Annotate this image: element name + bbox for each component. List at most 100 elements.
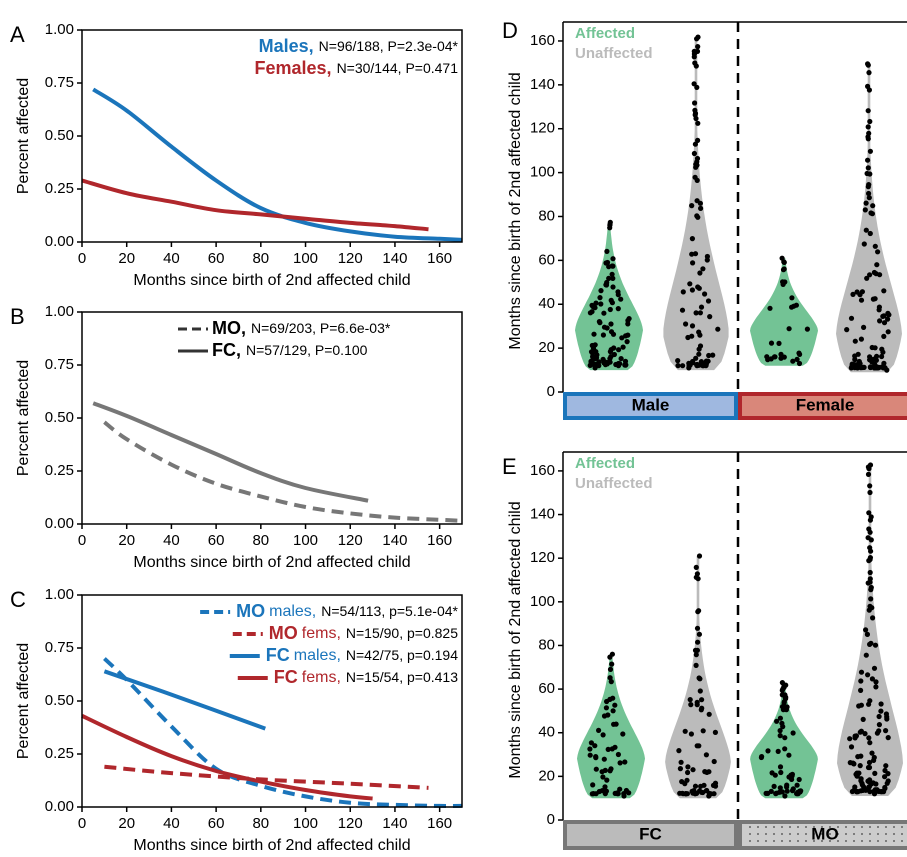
- data-point: [609, 271, 615, 277]
- data-point: [865, 471, 872, 477]
- y-tick-label: 0.75: [45, 74, 74, 91]
- data-point: [692, 174, 698, 180]
- data-point: [777, 764, 784, 770]
- data-point: [866, 759, 873, 766]
- data-point: [867, 148, 874, 154]
- data-point: [794, 782, 800, 788]
- data-point: [608, 329, 615, 335]
- data-point: [852, 365, 858, 371]
- data-point: [862, 787, 869, 793]
- data-point: [871, 269, 878, 276]
- data-point: [866, 526, 872, 532]
- data-point: [779, 720, 785, 726]
- data-point: [869, 676, 876, 682]
- data-point: [607, 768, 613, 774]
- category-box-fc: FC: [563, 820, 738, 850]
- data-point: [875, 249, 881, 255]
- data-point: [698, 783, 704, 789]
- data-point: [855, 789, 861, 795]
- data-point: [587, 752, 593, 758]
- data-point: [867, 272, 873, 278]
- data-point: [874, 262, 880, 268]
- stipple-dot: [813, 833, 815, 835]
- data-point: [593, 766, 599, 772]
- y-tick-label: 0.25: [45, 462, 74, 479]
- data-point: [620, 731, 626, 737]
- y-tick-label: 0.75: [45, 356, 74, 373]
- data-point: [696, 329, 702, 335]
- stipple-dot: [757, 826, 759, 828]
- data-point: [689, 323, 696, 329]
- data-point: [872, 345, 878, 351]
- data-point: [604, 279, 610, 286]
- data-point: [876, 307, 882, 313]
- category-box-female: Female: [738, 392, 907, 420]
- panel-label-B: B: [10, 304, 25, 329]
- data-point: [689, 287, 696, 293]
- data-point: [865, 136, 871, 142]
- data-point: [867, 740, 873, 746]
- x-tick-label: 120: [338, 532, 363, 549]
- data-point: [696, 675, 702, 681]
- data-point: [707, 314, 713, 320]
- stipple-dot: [765, 840, 767, 842]
- data-point: [857, 729, 863, 735]
- legend-name: Males,: [259, 36, 314, 56]
- legend-name: MO: [236, 601, 265, 621]
- data-point: [696, 285, 702, 291]
- data-point: [881, 320, 888, 326]
- data-point: [777, 785, 783, 791]
- data-point: [873, 684, 879, 690]
- stipple-dot: [877, 826, 879, 828]
- data-point: [682, 728, 688, 734]
- data-point: [603, 260, 609, 266]
- data-point: [796, 360, 803, 367]
- y-tick-label: 60: [538, 251, 555, 268]
- data-point: [696, 743, 702, 749]
- data-point: [589, 309, 595, 315]
- legend-name: FC,: [212, 340, 241, 360]
- data-point: [866, 510, 872, 516]
- data-point: [612, 702, 618, 708]
- data-point: [786, 752, 792, 758]
- data-point: [696, 346, 702, 352]
- data-point: [615, 306, 621, 312]
- violin-male-unaffected: [663, 38, 729, 371]
- data-point: [698, 304, 705, 310]
- data-point: [867, 576, 873, 582]
- y-tick-label: 0.75: [45, 639, 74, 656]
- data-point: [701, 361, 707, 367]
- stipple-dot: [789, 840, 791, 842]
- data-point: [698, 789, 705, 795]
- data-point: [611, 345, 617, 351]
- y-tick-label: 0.50: [45, 409, 74, 426]
- x-axis-label: Months since birth of 2nd affected child: [133, 837, 410, 854]
- series-line-mo-males: [103, 657, 463, 808]
- x-tick-label: 0: [78, 532, 86, 549]
- data-point: [867, 230, 873, 237]
- x-axis-label: Months since birth of 2nd affected child: [133, 272, 410, 289]
- data-point: [691, 150, 698, 157]
- data-point: [852, 735, 858, 741]
- data-point: [862, 731, 868, 737]
- data-point: [848, 315, 855, 321]
- data-point: [587, 746, 593, 752]
- data-point: [782, 279, 788, 285]
- data-point: [849, 788, 856, 795]
- category-box-mo: MO: [738, 820, 907, 850]
- x-tick-label: 160: [427, 250, 452, 267]
- data-point: [688, 731, 695, 737]
- y-tick-label: 160: [530, 462, 555, 479]
- data-point: [768, 356, 774, 362]
- data-point: [767, 305, 773, 311]
- y-tick-label: 140: [530, 76, 555, 93]
- data-point: [858, 687, 864, 694]
- data-point: [625, 321, 631, 327]
- x-tick-label: 120: [338, 815, 363, 832]
- data-point: [865, 184, 871, 190]
- x-tick-label: 0: [78, 815, 86, 832]
- stipple-dot: [773, 833, 775, 835]
- data-point: [883, 728, 889, 734]
- stipple-dot: [869, 840, 871, 842]
- data-point: [852, 338, 858, 344]
